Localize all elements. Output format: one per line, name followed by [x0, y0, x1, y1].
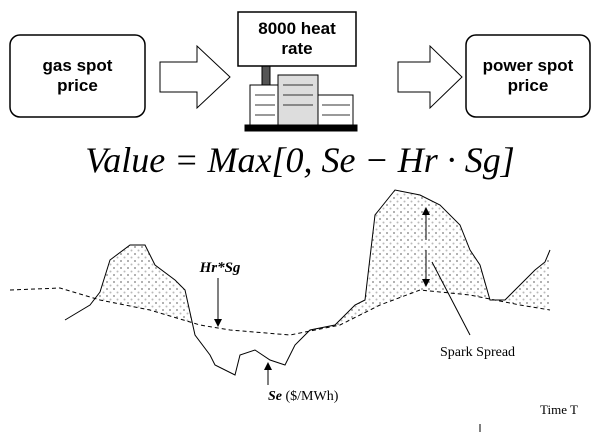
formula: Value = Max[0, Se − Hr · Sg] [85, 140, 515, 180]
power-box-text: power spot price [466, 35, 590, 117]
heat-rate-label: 8000 heat rate [238, 12, 356, 66]
gas-box-text: gas spot price [10, 35, 145, 117]
hr-sg-label: Hr*Sg [199, 260, 241, 276]
arrow [398, 46, 462, 108]
se-symbol: Se [268, 389, 282, 404]
arrow [160, 46, 230, 108]
gas-label: gas spot price [10, 35, 145, 117]
power-plant-icon [245, 62, 357, 131]
time-label: Time T [540, 402, 578, 417]
spark-spread-label: Spark Spread [440, 345, 515, 360]
se-label: Se ($/MWh) [268, 389, 339, 404]
diagram: gas spot price 8000 heat rate power spot… [0, 0, 595, 432]
page: gas spot price 8000 heat rate power spot… [0, 0, 595, 432]
se-unit: ($/MWh) [286, 389, 339, 404]
power-label: power spot price [466, 35, 590, 117]
heat-rate-box-text: 8000 heat rate [238, 12, 356, 66]
